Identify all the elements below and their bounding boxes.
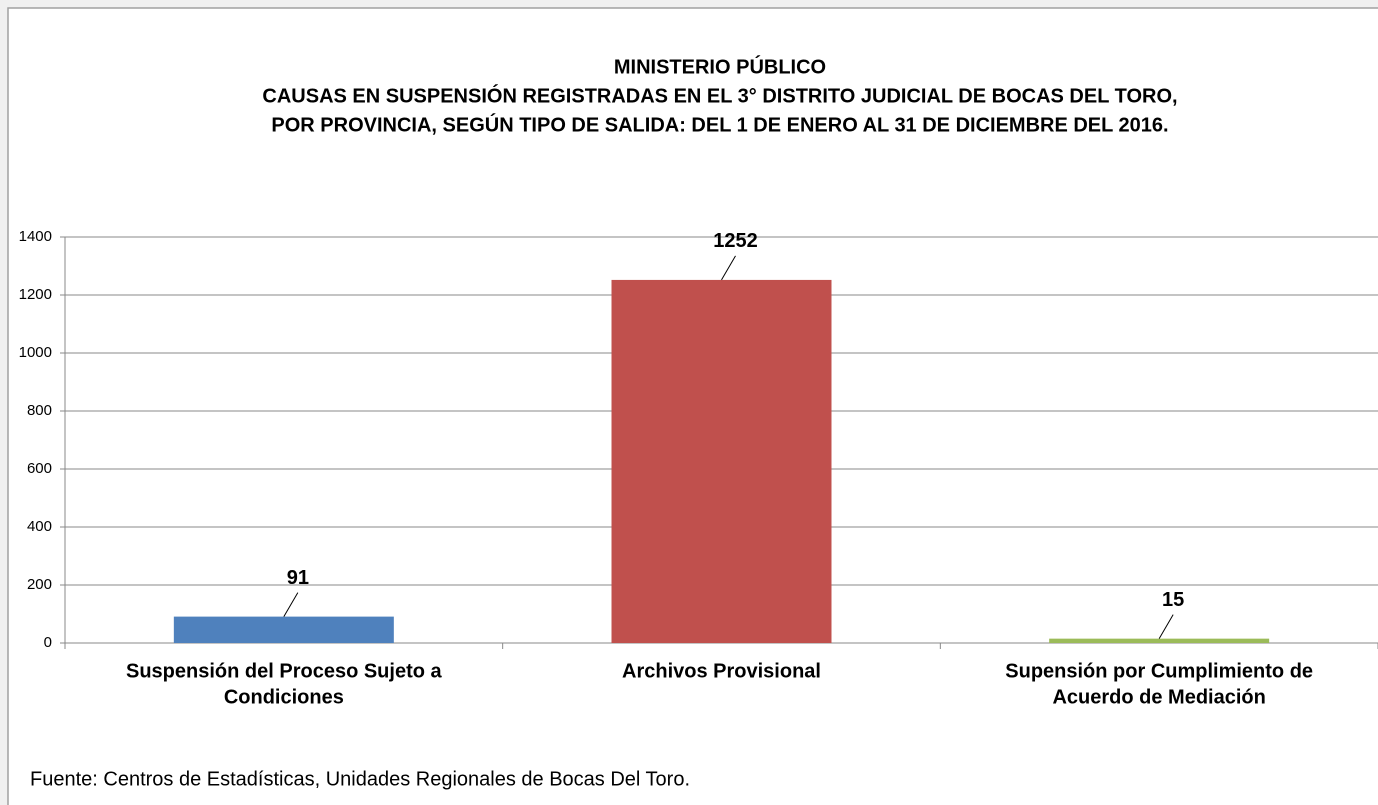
bar: [173, 616, 394, 643]
y-tick-label: 200: [27, 576, 52, 593]
x-tick-label: Archivos Provisional: [622, 660, 821, 682]
y-tick-label: 600: [27, 460, 52, 477]
chart-title: POR PROVINCIA, SEGÚN TIPO DE SALIDA: DEL…: [271, 112, 1168, 136]
y-tick-label: 400: [27, 518, 52, 535]
y-tick-label: 1200: [19, 286, 52, 303]
bar: [1049, 638, 1270, 643]
chart-title: MINISTERIO PÚBLICO: [614, 54, 826, 78]
source-note: Fuente: Centros de Estadísticas, Unidade…: [30, 768, 690, 790]
y-tick-label: 1000: [19, 344, 52, 361]
y-tick-label: 800: [27, 402, 52, 419]
leader-line: [283, 592, 299, 617]
x-tick-label: Condiciones: [224, 686, 344, 708]
data-label: 91: [287, 567, 309, 589]
x-tick-label: Supensión por Cumplimiento de: [1005, 660, 1313, 682]
leader-line: [721, 255, 736, 281]
chart-title: CAUSAS EN SUSPENSIÓN REGISTRADAS EN EL 3…: [262, 83, 1177, 107]
data-label: 15: [1162, 589, 1184, 611]
data-label: 1252: [713, 230, 758, 252]
bar: [611, 279, 832, 643]
y-tick-label: 1400: [19, 228, 52, 245]
leader-line: [1158, 614, 1174, 639]
y-tick-label: 0: [44, 634, 52, 651]
x-tick-label: Suspensión del Proceso Sujeto a: [126, 660, 443, 682]
x-tick-label: Acuerdo de Mediación: [1052, 686, 1265, 708]
